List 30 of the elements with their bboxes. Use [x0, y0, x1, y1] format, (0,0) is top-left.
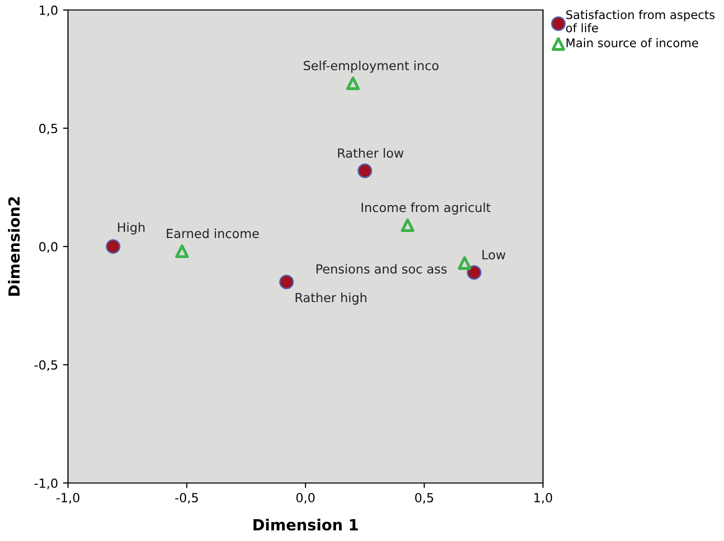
annotation: Earned income	[166, 228, 259, 238]
annotation: Rather low	[338, 148, 404, 158]
point	[466, 265, 482, 280]
point	[400, 218, 414, 232]
annotation: Rather high	[296, 292, 366, 305]
x-axis-title: Dimension 1	[254, 518, 358, 531]
y-tick-label: 0,5	[39, 124, 58, 134]
y-tick-label: -1,0	[34, 478, 58, 490]
x-tick-label: -1,0	[56, 492, 80, 504]
point	[358, 164, 372, 178]
x-tick-label: 1,0	[534, 492, 552, 504]
legend-label: Satisfaction from aspects of life	[566, 10, 715, 32]
point	[175, 244, 189, 258]
annotation: Low	[482, 250, 506, 260]
point	[106, 239, 120, 254]
point	[279, 274, 294, 290]
y-tick-label: 0,0	[39, 242, 58, 253]
point	[458, 256, 472, 270]
annotation: High	[118, 222, 144, 234]
annotation: Income from agricult	[362, 202, 491, 215]
annotation: Self-employment inco	[304, 60, 438, 73]
x-tick-label: 0,5	[415, 492, 434, 504]
legend-label: Main source of income	[566, 38, 698, 48]
y-tick-label: -0,5	[34, 360, 58, 371]
x-tick-label: -0,5	[175, 492, 198, 504]
y-axis-title: Dimension2	[8, 197, 20, 296]
annotation: Pensions and soc ass	[316, 264, 447, 274]
y-tick-label: 1,0	[40, 5, 58, 16]
point	[346, 76, 360, 90]
x-tick-label: 0,0	[296, 492, 315, 504]
